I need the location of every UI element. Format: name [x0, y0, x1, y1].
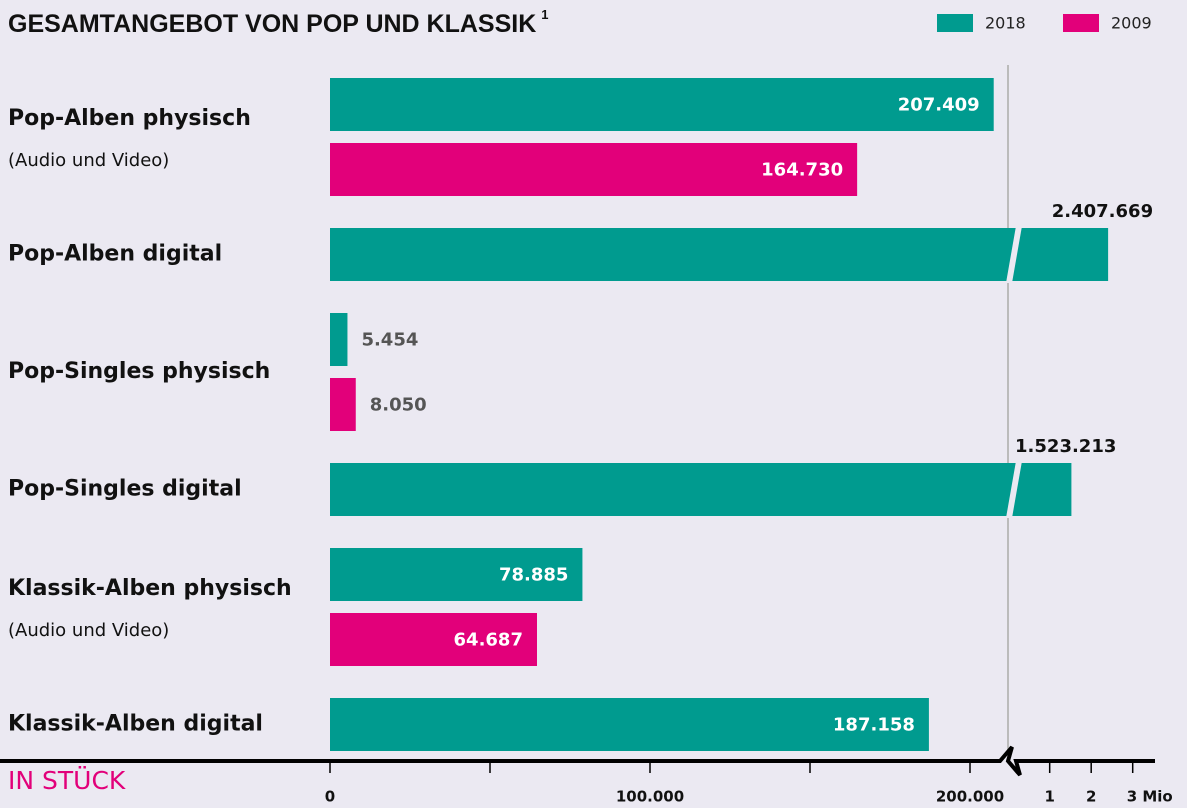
value-label: 187.158: [833, 715, 915, 736]
value-label: 5.454: [361, 330, 418, 351]
x-axis-label: IN STÜCK: [8, 766, 126, 795]
bar: [330, 143, 858, 196]
category-label: Pop-Singles physisch: [8, 359, 270, 384]
x-tick-label: 2: [1086, 788, 1096, 806]
x-tick-label: 100.000: [616, 788, 684, 806]
x-tick-label: 200.000: [936, 788, 1004, 806]
category-label: Klassik-Alben digital: [8, 712, 263, 737]
value-label: 207.409: [898, 95, 980, 116]
value-label: 78.885: [499, 565, 568, 586]
bar-break: [1006, 226, 1022, 283]
bar: [330, 313, 348, 366]
category-label: Pop-Singles digital: [8, 477, 242, 502]
bar: [330, 228, 1109, 281]
chart-title: GESAMTANGEBOT VON POP UND KLASSIK 1: [8, 7, 549, 37]
value-label: 2.407.669: [1052, 201, 1153, 222]
value-label: 64.687: [454, 630, 523, 651]
title-text: GESAMTANGEBOT VON POP UND KLASSIK: [8, 10, 536, 38]
legend-label: 2009: [1111, 14, 1152, 33]
value-label: 164.730: [761, 160, 843, 181]
x-tick-label: 1: [1044, 788, 1054, 806]
category-label: Pop-Alben digital: [8, 242, 222, 267]
bar: [330, 463, 1072, 516]
category-note: (Audio und Video): [8, 150, 169, 171]
x-tick-label: 3 Mio: [1127, 788, 1173, 806]
bar: [330, 613, 537, 666]
x-axis: [0, 745, 1155, 777]
category-label: Pop-Alben physisch: [8, 106, 251, 131]
category-note: (Audio und Video): [8, 620, 169, 641]
bar: [330, 378, 356, 431]
bar: [330, 548, 583, 601]
category-label: Klassik-Alben physisch: [8, 576, 292, 601]
x-tick-label: 0: [325, 788, 335, 806]
legend-swatch: [937, 14, 973, 32]
bar: [330, 78, 994, 131]
bar-break: [1006, 461, 1022, 518]
value-label: 8.050: [370, 395, 427, 416]
footnote-mark: 1: [541, 7, 548, 22]
bar: [330, 698, 929, 751]
legend-label: 2018: [985, 14, 1026, 33]
legend-swatch: [1063, 14, 1099, 32]
value-label: 1.523.213: [1015, 436, 1116, 457]
